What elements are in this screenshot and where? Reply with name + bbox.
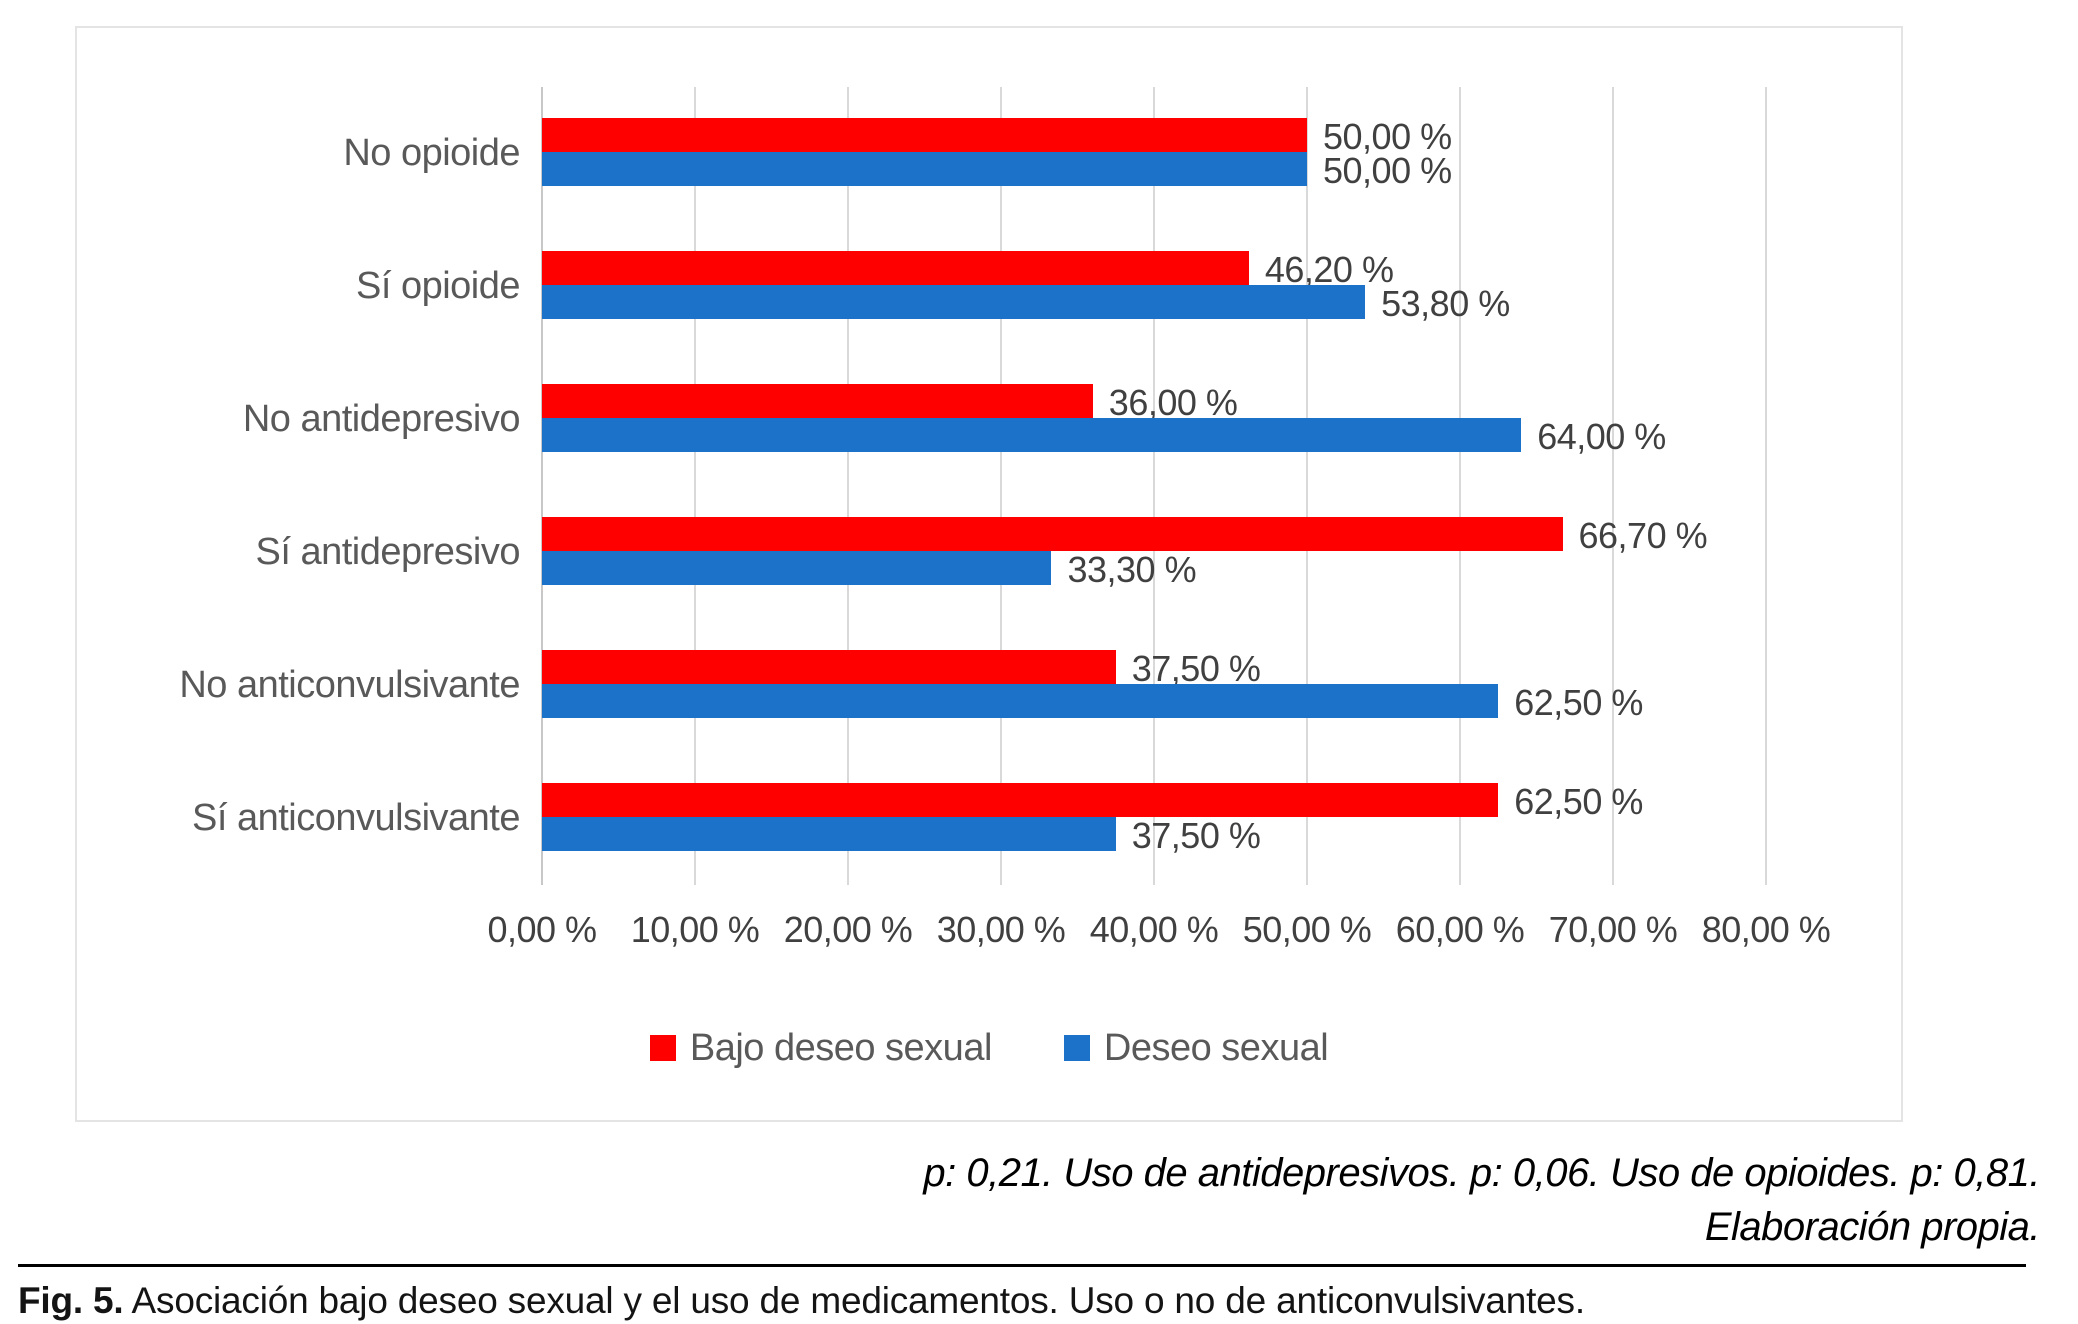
bar-bajo-deseo-sexual <box>542 783 1499 817</box>
legend-item-deseo-sexual: Deseo sexual <box>1063 1026 1329 1070</box>
value-label: 50,00 % <box>1323 116 1452 157</box>
value-label: 37,50 % <box>1131 815 1261 856</box>
bar-deseo-sexual <box>542 418 1522 452</box>
category-label: Sí opioide <box>355 265 521 307</box>
bar-deseo-sexual <box>542 152 1307 186</box>
chart-frame: No opioide 50,00 % 50,00 % Sí opioide 46,20 … <box>75 26 1903 1122</box>
x-tick-label: 20,00 % <box>783 909 913 950</box>
value-label: 46,20 % <box>1264 249 1394 290</box>
gridline <box>694 87 696 885</box>
chart-notes: p: 0,21. Uso de antidepresivos. p: 0,06.… <box>923 1146 2040 1254</box>
plot-area: No opioide 50,00 % 50,00 % Sí opioide 46,20 … <box>179 87 1767 885</box>
bar-bajo-deseo-sexual <box>542 251 1249 285</box>
legend-item-bajo-deseo-sexual: Bajo deseo sexual <box>649 1026 993 1070</box>
category-label: Sí anticonvulsivante <box>192 797 520 839</box>
gridline <box>541 87 543 885</box>
value-label: 50,00 % <box>1323 150 1452 191</box>
note-line-1: p: 0,21. Uso de antidepresivos. p: 0,06.… <box>923 1151 2040 1195</box>
bar-deseo-sexual <box>542 817 1116 851</box>
figure-caption: Fig. 5. Asociación bajo deseo sexual y e… <box>18 1280 2058 1322</box>
bar-deseo-sexual <box>542 684 1499 718</box>
bar-bajo-deseo-sexual <box>542 118 1307 152</box>
bar-row: No anticonvulsivante 37,50 % 62,50 % <box>179 619 1766 752</box>
bar-bajo-deseo-sexual <box>542 517 1563 551</box>
category-label: Sí antidepresivo <box>255 531 521 573</box>
legend-swatch-bajo-deseo-sexual <box>649 1035 676 1061</box>
bar-deseo-sexual <box>542 551 1052 585</box>
bar-row: No opioide 50,00 % 50,00 % <box>343 87 1766 220</box>
gridline <box>1306 87 1308 885</box>
bar-bajo-deseo-sexual <box>542 650 1116 684</box>
gridline <box>1000 87 1002 885</box>
gridline <box>1612 87 1614 885</box>
legend-label-bajo-deseo-sexual: Bajo deseo sexual <box>689 1026 993 1069</box>
gridline <box>1153 87 1155 885</box>
x-tick-label: 60,00 % <box>1395 909 1525 950</box>
bar-row: Sí antidepresivo 66,70 % 33,30 % <box>256 486 1766 619</box>
caption-label: Fig. 5. <box>18 1280 124 1321</box>
caption-divider <box>18 1264 2026 1267</box>
x-tick-label: 70,00 % <box>1548 909 1678 950</box>
bar-row: Sí anticonvulsivante 62,50 % 37,50 % <box>192 752 1766 885</box>
gridline <box>847 87 849 885</box>
value-label: 64,00 % <box>1537 416 1666 457</box>
gridline <box>1765 87 1767 885</box>
x-tick-label: 10,00 % <box>630 909 760 950</box>
value-label: 66,70 % <box>1578 515 1708 556</box>
value-label: 33,30 % <box>1067 549 1197 590</box>
chart-legend: Bajo deseo sexual Deseo sexual <box>77 1022 1901 1074</box>
value-label: 53,80 % <box>1381 283 1510 324</box>
x-axis: 0,00 % 10,00 % 20,00 % 30,00 % 40,00 % 50,00 … <box>487 909 1830 957</box>
category-label: No antidepresivo <box>242 398 521 440</box>
x-tick-label: 30,00 % <box>936 909 1066 950</box>
x-tick-label: 0,00 % <box>487 909 597 950</box>
caption-text: Asociación bajo deseo sexual y el uso de… <box>123 1280 1586 1321</box>
bar-deseo-sexual <box>542 285 1366 319</box>
value-label: 36,00 % <box>1108 382 1238 423</box>
x-tick-label: 40,00 % <box>1089 909 1219 950</box>
bar-row: No antidepresivo 36,00 % 64,00 % <box>243 353 1766 486</box>
value-label: 62,50 % <box>1514 781 1643 822</box>
note-line-2: Elaboración propia. <box>1704 1205 2041 1249</box>
x-tick-label: 80,00 % <box>1701 909 1831 950</box>
category-label: No opioide <box>343 132 520 174</box>
value-label: 62,50 % <box>1514 682 1643 723</box>
bar-row: Sí opioide 46,20 % 53,80 % <box>356 220 1766 353</box>
x-tick-label: 50,00 % <box>1242 909 1372 950</box>
value-label: 37,50 % <box>1131 648 1261 689</box>
legend-swatch-deseo-sexual <box>1063 1035 1090 1061</box>
gridline <box>1459 87 1461 885</box>
category-label: No anticonvulsivante <box>179 664 520 706</box>
bar-bajo-deseo-sexual <box>542 384 1093 418</box>
legend-label-deseo-sexual: Deseo sexual <box>1103 1026 1329 1069</box>
